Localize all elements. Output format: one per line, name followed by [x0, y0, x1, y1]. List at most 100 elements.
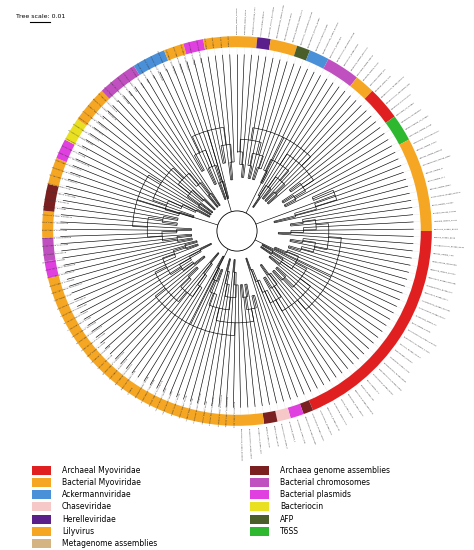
Text: Acinetobacter_phage_phiAC-1: Acinetobacter_phage_phiAC-1 — [82, 108, 108, 130]
Text: Morganella_phage_MmP1: Morganella_phage_MmP1 — [47, 277, 74, 285]
Bar — [250, 502, 269, 512]
Bar — [250, 478, 269, 487]
Wedge shape — [43, 184, 59, 212]
Text: T6SS: T6SS — [280, 527, 299, 536]
Text: Pseudomonas_phage_ATCC: Pseudomonas_phage_ATCC — [46, 270, 74, 278]
Text: Erwinia_phage_Ea35: Erwinia_phage_Ea35 — [434, 236, 456, 239]
Text: Thermoprotei_phage_TTV1: Thermoprotei_phage_TTV1 — [252, 6, 256, 35]
Text: Vibrio_phage_nt-1b: Vibrio_phage_nt-1b — [104, 85, 119, 102]
Text: Escherichia_phage_T4: Escherichia_phage_T4 — [415, 315, 437, 326]
Text: Lilyvirus: Lilyvirus — [62, 527, 94, 536]
Text: phage_150: phage_150 — [212, 36, 215, 47]
Text: Yersinia_phage_phiR1: Yersinia_phage_phiR1 — [434, 219, 457, 222]
Wedge shape — [269, 39, 297, 56]
Text: Phage_G: Phage_G — [126, 386, 132, 394]
Text: Burkholderia_phage_phi1026: Burkholderia_phage_phi1026 — [51, 165, 81, 177]
Wedge shape — [77, 91, 109, 125]
Text: Pseudomonas_phage_PA1: Pseudomonas_phage_PA1 — [165, 47, 177, 74]
Bar — [250, 490, 269, 499]
Text: Myovirus_phage_APSE-1: Myovirus_phage_APSE-1 — [398, 342, 421, 359]
Text: Clostridium_phage_phiCTP1: Clostridium_phage_phiCTP1 — [208, 396, 214, 426]
Text: Klebsiella_phage_RAW: Klebsiella_phage_RAW — [42, 204, 66, 209]
Text: Sulfolobus_phage_SSVRH: Sulfolobus_phage_SSVRH — [236, 7, 238, 34]
Text: Escherichia_phage_JS10: Escherichia_phage_JS10 — [43, 196, 69, 202]
Text: Pseudomonas_phage_phiPA3: Pseudomonas_phage_phiPA3 — [431, 190, 462, 197]
Text: Acinetobacter_phage_vB_AbaM: Acinetobacter_phage_vB_AbaM — [50, 281, 82, 294]
Text: Salmonella_phage_STML-198: Salmonella_phage_STML-198 — [45, 188, 75, 196]
Wedge shape — [256, 37, 271, 50]
Text: Enterobacteria_phage_RB49: Enterobacteria_phage_RB49 — [383, 361, 407, 383]
Text: Salmonella_phage_vB_SenM: Salmonella_phage_vB_SenM — [80, 331, 105, 350]
Text: Klebsiella_phage_Kpn3: Klebsiella_phage_Kpn3 — [196, 38, 202, 63]
Text: Natrinema_sp_phage: Natrinema_sp_phage — [396, 102, 415, 117]
Text: Erwinia_phage_phiEa21-4: Erwinia_phage_phiEa21-4 — [66, 315, 91, 330]
Wedge shape — [350, 78, 373, 99]
Text: Ackermannviridae: Ackermannviridae — [62, 490, 131, 499]
Text: halobacterium_phage_phiH: halobacterium_phage_phiH — [284, 12, 293, 40]
Text: Serratia_phage_PCH45: Serratia_phage_PCH45 — [433, 210, 457, 214]
Bar — [250, 515, 269, 524]
Text: Salmonella_phage_SFP10: Salmonella_phage_SFP10 — [61, 142, 85, 156]
Wedge shape — [42, 211, 54, 238]
Text: Candidatus_Nitrosopumilus: Candidatus_Nitrosopumilus — [413, 129, 440, 144]
Text: Acidianus_tailed_spindle: Acidianus_tailed_spindle — [260, 9, 265, 36]
Text: Haloarcula_hispanica_phage: Haloarcula_hispanica_phage — [315, 23, 328, 51]
Text: Bacterial Myoviridae: Bacterial Myoviridae — [62, 478, 141, 487]
Wedge shape — [134, 51, 168, 75]
Text: Escherichia_phage_K1-5: Escherichia_phage_K1-5 — [333, 402, 347, 425]
Text: Bacillus_phage_AR9: Bacillus_phage_AR9 — [432, 252, 454, 256]
Text: Halorubrum_lacusprofundi_phage: Halorubrum_lacusprofundi_phage — [300, 10, 313, 45]
Text: Bacillus_phage_SPO1: Bacillus_phage_SPO1 — [416, 141, 438, 151]
Text: Tree scale: 0.01: Tree scale: 0.01 — [16, 14, 65, 19]
Text: Bacillus_phage_phiNIT1: Bacillus_phage_phiNIT1 — [177, 394, 186, 419]
Text: Bacterial plasmids: Bacterial plasmids — [280, 490, 351, 499]
Wedge shape — [65, 119, 86, 145]
Text: Vibrio_phage_nt1: Vibrio_phage_nt1 — [427, 175, 446, 182]
Wedge shape — [288, 404, 304, 419]
Text: Salmonella_phage_SETP3: Salmonella_phage_SETP3 — [41, 243, 68, 246]
Text: Enterobacteria_phage_phiV10: Enterobacteria_phage_phiV10 — [74, 324, 102, 344]
Text: Thermus_phage_P23-45: Thermus_phage_P23-45 — [162, 389, 173, 414]
Text: Herelleviridae: Herelleviridae — [62, 515, 116, 524]
Text: Pseudomonas_phage_phi92: Pseudomonas_phage_phi92 — [372, 373, 393, 396]
Text: Pseudomonas_phage_phi2: Pseudomonas_phage_phi2 — [181, 42, 190, 70]
Text: Pseudomonas_phage_LMA2: Pseudomonas_phage_LMA2 — [54, 157, 82, 170]
Text: Mycobacterium_phage_Bxz2: Mycobacterium_phage_Bxz2 — [422, 155, 452, 167]
Text: Listeria_phage_P100: Listeria_phage_P100 — [272, 425, 278, 447]
Text: Cyanobacterium_phage_Pam3: Cyanobacterium_phage_Pam3 — [378, 367, 402, 391]
Text: Lactobacillus_phage_Ldl1: Lactobacillus_phage_Ldl1 — [256, 427, 261, 454]
Text: Aeropyrum_pernix_bacilliform: Aeropyrum_pernix_bacilliform — [268, 5, 275, 37]
Text: Pseudomonas_phage_LKD16: Pseudomonas_phage_LKD16 — [311, 412, 324, 442]
Text: Natrinema_phage_NJ7: Natrinema_phage_NJ7 — [369, 67, 386, 86]
Text: Vibrio_phage_pYD21-A: Vibrio_phage_pYD21-A — [123, 70, 138, 91]
Text: phage_152: phage_152 — [228, 34, 230, 46]
Text: Halobacterium_phage_phiCh1: Halobacterium_phage_phiCh1 — [381, 74, 405, 97]
Wedge shape — [309, 231, 432, 410]
Bar — [32, 466, 51, 475]
Text: Yersinia_phage_YpsP: Yersinia_phage_YpsP — [158, 50, 168, 71]
Text: Pseudomonas_phage_phi1: Pseudomonas_phage_phi1 — [107, 358, 127, 379]
Text: Chaseviridae: Chaseviridae — [62, 502, 112, 512]
Text: Salmonella_phage_PVP-SE1: Salmonella_phage_PVP-SE1 — [428, 276, 457, 285]
Text: Edwardsiella_phage_MSW-3: Edwardsiella_phage_MSW-3 — [59, 301, 86, 316]
Text: Salmonella_phage_epsilon15: Salmonella_phage_epsilon15 — [354, 389, 373, 415]
Text: Siphovirus_SF370-1: Siphovirus_SF370-1 — [95, 353, 111, 368]
Text: Staphylococcus_phage_Twort: Staphylococcus_phage_Twort — [248, 427, 252, 459]
Text: Natrinema_phage_HRTV4: Natrinema_phage_HRTV4 — [356, 53, 374, 76]
Text: Vibrio_phage_KVP40: Vibrio_phage_KVP40 — [411, 322, 431, 333]
Text: Klebsiella_phage_F19: Klebsiella_phage_F19 — [143, 57, 155, 78]
Text: Thermus_phage_P74-26: Thermus_phage_P74-26 — [154, 386, 166, 410]
Text: Halomicrobium_sp_phage: Halomicrobium_sp_phage — [405, 114, 429, 130]
Text: Haloarcula_japonica_phage_His1: Haloarcula_japonica_phage_His1 — [292, 9, 303, 42]
Text: Prochlorococcus_phage_P-SSM4: Prochlorococcus_phage_P-SSM4 — [407, 329, 437, 347]
Text: Methanobacterium_phage_psiM2: Methanobacterium_phage_psiM2 — [276, 3, 285, 38]
Text: Burkh_phage_phi1026b: Burkh_phage_phi1026b — [431, 260, 457, 266]
Text: Cronobacter_phage_vB_CsaM: Cronobacter_phage_vB_CsaM — [44, 262, 75, 270]
Text: Haloquadratum_walsbyi_phage: Haloquadratum_walsbyi_phage — [307, 16, 321, 48]
Wedge shape — [48, 158, 66, 186]
Text: Proteus_phage_Pm16: Proteus_phage_Pm16 — [340, 398, 354, 419]
Text: Rhodothermus_phage_RM378: Rhodothermus_phage_RM378 — [101, 350, 124, 375]
Text: Bacteroides_phage_B40-8: Bacteroides_phage_B40-8 — [139, 378, 155, 403]
Text: Pseudomonas_phage_phi12: Pseudomonas_phage_phi12 — [418, 307, 446, 320]
Wedge shape — [56, 140, 75, 162]
